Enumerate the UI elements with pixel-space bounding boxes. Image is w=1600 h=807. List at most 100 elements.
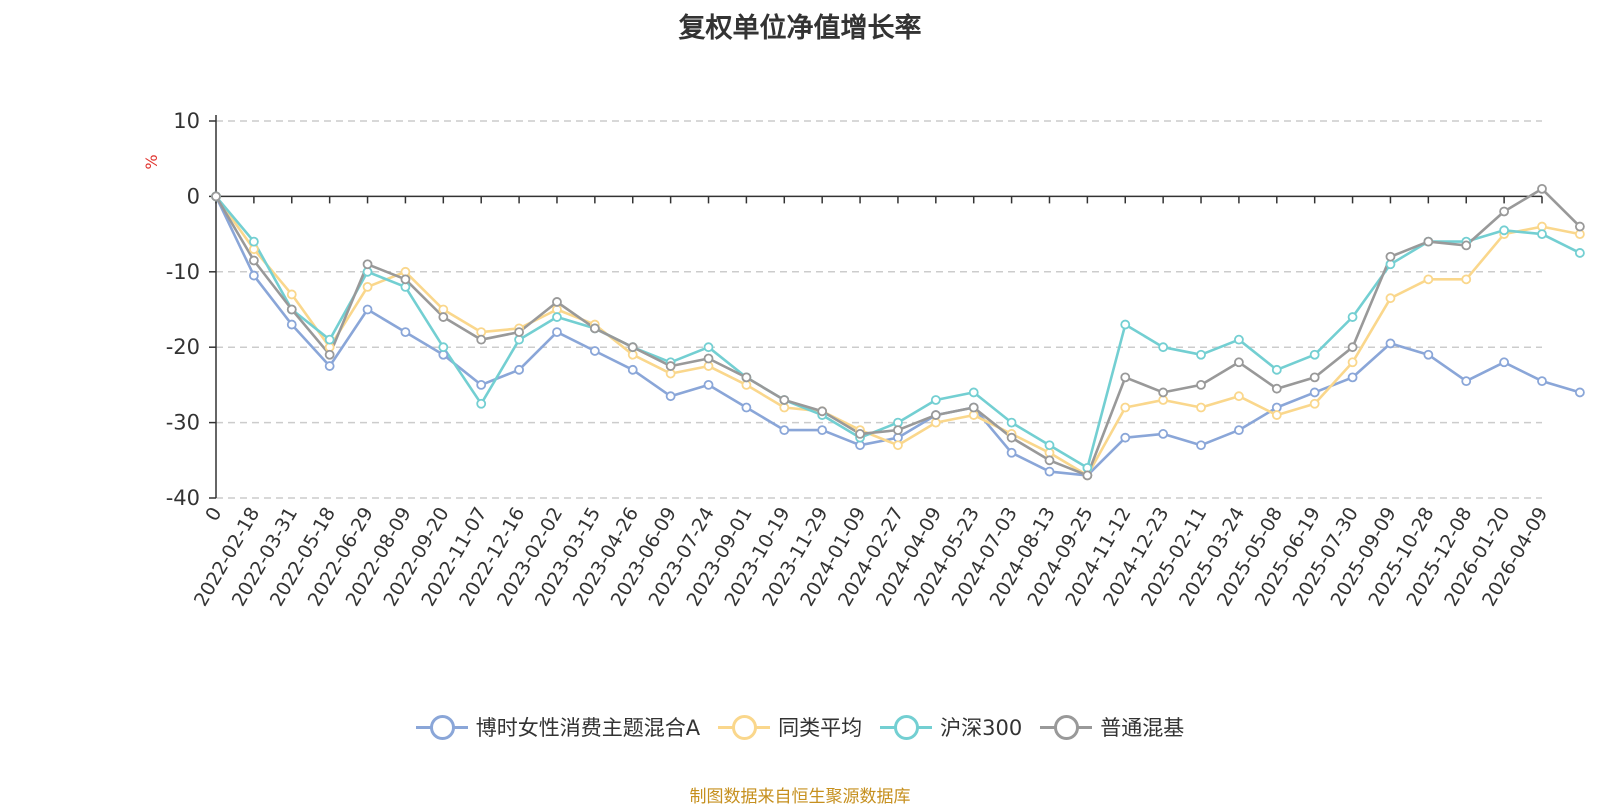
legend-item-0[interactable]: 博时女性消费主题混合A — [415, 712, 701, 742]
data-point — [248, 270, 259, 281]
data-point — [514, 364, 524, 375]
data-point — [362, 259, 373, 270]
data-point — [930, 410, 941, 420]
data-point — [1347, 342, 1358, 353]
data-point — [779, 395, 790, 405]
y-tick-label: -40 — [166, 486, 200, 510]
data-point — [1537, 229, 1547, 240]
series-markers — [211, 183, 1585, 481]
x-tick-labels: 02022-02-182022-03-312022-05-182022-06-2… — [190, 504, 1552, 611]
data-point — [741, 402, 752, 413]
data-point — [1574, 387, 1585, 398]
data-point — [1044, 455, 1055, 466]
data-point — [362, 304, 373, 315]
data-point — [1006, 447, 1017, 458]
data-point — [1006, 432, 1017, 443]
data-point — [703, 353, 714, 364]
data-point — [855, 429, 865, 439]
data-point — [248, 255, 259, 266]
data-point — [1309, 398, 1320, 409]
data-point — [438, 312, 449, 322]
data-point — [741, 372, 752, 383]
data-point — [362, 281, 373, 292]
legend-symbol — [880, 713, 933, 741]
data-point — [1196, 349, 1206, 360]
y-tick-labels: 10 0 -10 -20 -30 -40 — [166, 109, 200, 510]
data-point — [1347, 357, 1358, 368]
data-point — [1461, 274, 1472, 285]
data-point — [665, 391, 676, 402]
data-point — [1347, 312, 1358, 322]
legend-label: 普通混基 — [1100, 716, 1185, 740]
data-point — [1271, 410, 1282, 420]
data-point — [1271, 383, 1282, 394]
data-point — [286, 304, 297, 315]
data-point — [1574, 221, 1585, 232]
data-point — [1120, 372, 1131, 383]
data-point — [1499, 225, 1510, 236]
legend-symbol — [1040, 713, 1093, 741]
data-point — [552, 312, 562, 322]
y-axis-label: % — [142, 154, 161, 169]
legend-symbol — [415, 713, 468, 741]
data-point — [1537, 183, 1547, 194]
data-point — [1461, 240, 1472, 251]
data-point — [476, 379, 487, 390]
data-point — [1158, 342, 1169, 353]
data-point — [1385, 251, 1396, 262]
y-tick-label: 10 — [173, 109, 200, 133]
data-point — [476, 398, 487, 409]
chart-title: 复权单位净值增长率 — [678, 13, 922, 44]
y-tick-label: -30 — [166, 411, 200, 435]
legend-item-3[interactable]: 普通混基 — [1040, 712, 1184, 742]
data-point — [1234, 391, 1244, 402]
data-point — [1120, 319, 1131, 330]
data-point — [779, 425, 790, 436]
data-point — [400, 274, 411, 285]
legend-item-2[interactable]: 沪深300 — [880, 712, 1022, 742]
data-point — [893, 440, 903, 451]
data-point — [703, 342, 714, 353]
y-tick-label: -10 — [166, 260, 200, 284]
data-point — [627, 364, 638, 375]
data-point — [1461, 376, 1472, 387]
y-tick-label: 0 — [187, 184, 200, 208]
source-note: 制图数据来自恒生聚源数据库 — [689, 787, 911, 807]
data-point — [1044, 440, 1055, 451]
data-point — [1309, 387, 1320, 398]
legend-label: 沪深300 — [940, 716, 1023, 740]
data-point — [1309, 349, 1320, 360]
data-point — [1347, 372, 1358, 383]
data-point — [552, 327, 562, 338]
data-point — [1574, 248, 1585, 258]
data-point — [1423, 236, 1434, 247]
legend-item-1[interactable]: 同类平均 — [718, 712, 862, 742]
data-point — [1196, 402, 1206, 413]
data-point — [324, 334, 335, 345]
data-point — [1120, 402, 1131, 413]
data-point — [286, 289, 297, 300]
data-point — [324, 361, 335, 371]
data-point — [893, 425, 903, 436]
data-point — [1423, 349, 1434, 360]
data-point — [703, 379, 714, 390]
data-point — [589, 346, 600, 356]
legend-label: 博时女性消费主题混合A — [475, 716, 701, 740]
legend: 博时女性消费主题混合A 同类平均 沪深300 普通混基 — [0, 712, 1600, 742]
data-point — [1385, 338, 1396, 349]
data-point — [1234, 334, 1244, 345]
legend-label: 同类平均 — [778, 716, 863, 740]
data-point — [1158, 429, 1169, 439]
data-point — [1385, 293, 1396, 304]
data-point — [248, 236, 259, 247]
data-point — [817, 425, 828, 436]
axes — [209, 115, 1543, 499]
data-point — [1120, 432, 1131, 443]
data-point — [1309, 372, 1320, 383]
data-point — [552, 297, 562, 307]
data-point — [1196, 440, 1206, 451]
data-point — [627, 342, 638, 353]
data-point — [589, 323, 600, 334]
data-point — [1537, 376, 1547, 387]
